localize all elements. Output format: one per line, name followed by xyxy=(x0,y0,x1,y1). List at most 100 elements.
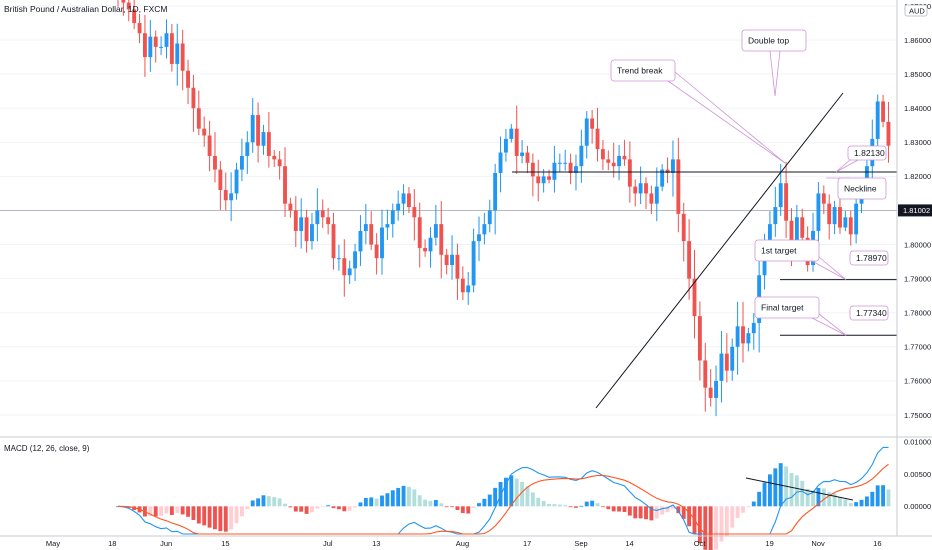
macd-bar xyxy=(428,500,433,507)
macd-bar xyxy=(353,506,358,508)
candle xyxy=(121,0,126,16)
time-axis[interactable]: May 18 Jun 15 Jul 13 Aug 17 Sep 14 Oct 19 Nov 16 xyxy=(46,539,882,548)
macd-bar xyxy=(654,506,659,519)
time-tick-label: Sep xyxy=(574,539,587,548)
candle xyxy=(283,147,287,217)
candle xyxy=(310,213,314,250)
macd-bar xyxy=(574,506,578,508)
candle xyxy=(520,140,525,164)
macd-bar xyxy=(838,497,842,507)
candle xyxy=(229,172,234,222)
macd-bar xyxy=(811,490,815,507)
candle xyxy=(633,179,638,207)
trend-break-callout[interactable]: Trend break xyxy=(610,59,786,164)
candle xyxy=(579,129,584,183)
macd-bar xyxy=(730,506,735,528)
candle xyxy=(331,212,336,270)
macd-bar xyxy=(180,506,185,515)
last-price-tag: 1.81002 xyxy=(898,204,932,217)
candle xyxy=(207,120,212,172)
rising-trendline[interactable] xyxy=(595,92,844,409)
candle xyxy=(821,185,826,215)
macd-bar xyxy=(848,503,853,507)
macd-bar xyxy=(881,485,886,507)
candle xyxy=(649,185,654,215)
candle xyxy=(132,0,137,30)
macd-bar xyxy=(827,492,832,507)
candle xyxy=(660,164,665,192)
macd-bar xyxy=(832,493,837,507)
first-target-price-callout[interactable]: 1.78970 xyxy=(849,250,889,266)
candle xyxy=(724,333,729,383)
macd-bar xyxy=(213,506,217,530)
macd-bar xyxy=(509,475,514,507)
macd-bar xyxy=(207,506,212,528)
time-tick-label: 15 xyxy=(221,539,229,548)
macd-bar xyxy=(283,503,287,507)
first-target-callout[interactable]: 1st target xyxy=(754,239,847,281)
neckline-callout[interactable]: Neckline xyxy=(825,177,887,200)
candle xyxy=(719,331,724,403)
trend-break-callout-text: Trend break xyxy=(617,66,663,76)
price-tick-label: 1.85000 xyxy=(904,70,931,79)
candle xyxy=(299,198,304,249)
candle xyxy=(153,30,158,63)
macd-bar xyxy=(746,506,751,508)
macd-bar xyxy=(816,487,821,507)
macd-tick-label: 0.01000 xyxy=(904,438,931,447)
candle xyxy=(293,196,298,248)
macd-bar xyxy=(433,500,438,507)
price-pane[interactable]: Double top Trend break 1.82130 Neckline 1st … xyxy=(0,0,897,436)
macd-bar xyxy=(261,495,266,507)
final-target-callout[interactable]: Final target xyxy=(754,296,847,336)
candle xyxy=(886,101,891,163)
macd-pane[interactable]: MACD (12, 26, close, 9) xyxy=(4,444,891,550)
candle xyxy=(746,327,751,352)
candle xyxy=(196,90,201,136)
candle xyxy=(186,59,190,105)
candle xyxy=(304,209,309,253)
currency-badge[interactable]: AUD xyxy=(904,4,928,17)
macd-bar xyxy=(450,506,454,508)
candle xyxy=(509,124,514,143)
candle xyxy=(428,227,433,268)
candle xyxy=(288,197,293,218)
candle xyxy=(239,138,244,182)
candle xyxy=(541,169,546,193)
price-tick-label: 1.79000 xyxy=(904,274,931,283)
macd-label: MACD (12, 26, close, 9) xyxy=(4,444,90,453)
macd-bar xyxy=(794,475,799,507)
candle xyxy=(563,149,568,171)
price-tick-label: 1.75000 xyxy=(904,411,931,420)
macd-bar xyxy=(423,499,428,507)
macd-bar xyxy=(633,506,638,519)
candle xyxy=(665,157,670,184)
neckline-price-callout[interactable]: 1.82130 xyxy=(835,145,887,173)
last-price-label: 1.81002 xyxy=(903,206,930,215)
macd-bar xyxy=(460,506,465,514)
double-top-callout[interactable]: Double top xyxy=(741,29,807,97)
candle xyxy=(460,266,465,301)
candle xyxy=(266,112,271,168)
candle xyxy=(687,219,692,300)
macd-bar xyxy=(762,482,767,507)
candle xyxy=(374,233,379,275)
final-target-price-callout[interactable]: 1.77340 xyxy=(849,305,889,321)
macd-bar xyxy=(606,506,611,510)
macd-bar xyxy=(644,506,648,520)
candle xyxy=(455,243,460,300)
macd-bar xyxy=(444,506,449,508)
macd-bar xyxy=(369,497,374,507)
macd-bar xyxy=(525,486,530,507)
neckline-price-callout-text: 1.82130 xyxy=(854,148,885,158)
macd-tick-label: 0.00500 xyxy=(904,470,931,479)
macd-bar xyxy=(552,504,557,507)
macd-axis[interactable]: 0.01000 0.00500 0.00000 xyxy=(904,438,931,511)
candle xyxy=(218,160,223,211)
macd-bar xyxy=(870,491,875,507)
final-target-callout-text: Final target xyxy=(761,303,804,313)
macd-bar xyxy=(687,506,692,527)
candle xyxy=(245,131,250,175)
time-tick-label: Oct xyxy=(694,539,707,548)
